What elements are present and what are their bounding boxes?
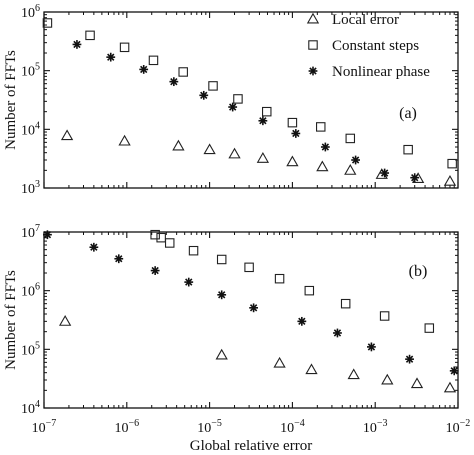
y-axis-label: Number of FFTs [3, 270, 19, 370]
legend-marker-triangle [306, 12, 320, 24]
legend-label: Constant steps [332, 38, 419, 54]
data-point-square [233, 94, 243, 104]
x-tick-label: 10−7 [32, 418, 57, 436]
legend-label: Local error [332, 12, 399, 28]
data-point-star [320, 142, 330, 152]
legend-marker-star [308, 66, 318, 76]
legend-marker-square [308, 40, 318, 50]
plot-frame [43, 231, 459, 409]
data-point-square [85, 30, 95, 41]
data-point-square [164, 238, 175, 248]
data-point-square [156, 232, 166, 243]
data-point-square [447, 158, 457, 169]
data-point-triangle [286, 155, 299, 167]
data-point-star [169, 77, 179, 87]
data-point-triangle [443, 381, 457, 393]
data-point-triangle [256, 152, 270, 163]
data-point-star [449, 366, 459, 376]
data-point-triangle [172, 139, 185, 151]
data-point-star [367, 342, 376, 352]
data-point-square [379, 311, 390, 321]
data-point-star [217, 290, 227, 300]
plot-frame [43, 11, 459, 189]
data-point-star [405, 354, 414, 364]
y-tick-label: 106 [21, 282, 40, 300]
data-point-square [150, 229, 160, 240]
data-point-star [380, 168, 390, 178]
data-point-triangle [58, 315, 72, 326]
x-tick-label: 10−4 [280, 418, 305, 436]
x-tick-label: 10−3 [363, 418, 388, 436]
data-point-square [216, 254, 227, 265]
panel-a: 103 104 105 106 Number of FFTs (a) [3, 3, 459, 197]
data-point-star [72, 40, 82, 49]
data-point-square [261, 106, 272, 117]
data-point-square [148, 55, 159, 66]
data-point-square [304, 285, 315, 296]
x-tick-label: 10−2 [446, 418, 471, 436]
data-point-square [188, 245, 199, 256]
data-point-square [42, 18, 53, 28]
data-point-square [244, 262, 254, 273]
data-point-triangle [215, 348, 228, 360]
y-tick-label: 103 [21, 179, 40, 197]
panel-label: (a) [399, 105, 417, 122]
data-point-square [274, 273, 285, 284]
data-point-triangle [347, 368, 360, 380]
data-point-square [424, 323, 435, 333]
data-point-square [287, 117, 298, 128]
y-tick-label: 105 [21, 62, 40, 80]
data-point-triangle [203, 143, 216, 155]
y-axis-label: Number of FFTs [3, 50, 19, 150]
legend-label: Nonlinear phase [332, 64, 430, 80]
data-point-star [150, 266, 160, 275]
data-point-square [178, 67, 188, 77]
data-point-star [410, 173, 420, 183]
panel-b: 10−7 10−6 10−5 10−4 10−3 10−2 104 105 106 107 Numb… [3, 223, 470, 454]
data-point-star [199, 90, 209, 100]
data-point-star [228, 102, 238, 112]
panel-label: (b) [409, 263, 428, 280]
data-point-square [403, 144, 413, 155]
y-tick-label: 105 [21, 340, 40, 358]
data-point-triangle [228, 147, 241, 159]
data-point-triangle [381, 373, 394, 385]
data-point-triangle [305, 363, 318, 375]
data-point-triangle [273, 356, 286, 368]
y-tick-label: 107 [21, 223, 40, 241]
data-point-star [114, 254, 124, 264]
data-point-square [316, 122, 326, 132]
data-point-square [119, 42, 130, 53]
data-point-triangle [443, 175, 457, 186]
x-tick-label: 10−6 [114, 418, 139, 436]
data-point-triangle [60, 129, 74, 141]
data-point-star [89, 242, 99, 252]
data-point-star [106, 52, 116, 62]
x-tick-label: 10−5 [197, 418, 222, 436]
legend: Local error Constant steps Nonlinear phase [306, 12, 430, 80]
data-point-triangle [344, 164, 357, 175]
y-tick-label: 106 [21, 3, 40, 21]
y-tick-label: 104 [21, 399, 40, 417]
y-tick-label: 104 [21, 120, 40, 138]
x-axis-label: Global relative error [190, 438, 312, 454]
data-point-star [249, 303, 259, 313]
data-point-square [340, 298, 351, 309]
data-point-star [184, 277, 194, 287]
data-point-star [43, 230, 52, 240]
data-point-star [333, 328, 342, 338]
data-point-square [208, 81, 218, 91]
data-point-triangle [316, 160, 329, 172]
data-point-triangle [410, 377, 424, 389]
data-point-star [351, 155, 361, 165]
data-point-star [291, 129, 301, 138]
data-point-star [139, 65, 149, 74]
data-point-star [258, 116, 268, 126]
data-point-star [297, 316, 307, 326]
data-point-square [345, 133, 356, 144]
data-point-triangle [118, 134, 131, 146]
